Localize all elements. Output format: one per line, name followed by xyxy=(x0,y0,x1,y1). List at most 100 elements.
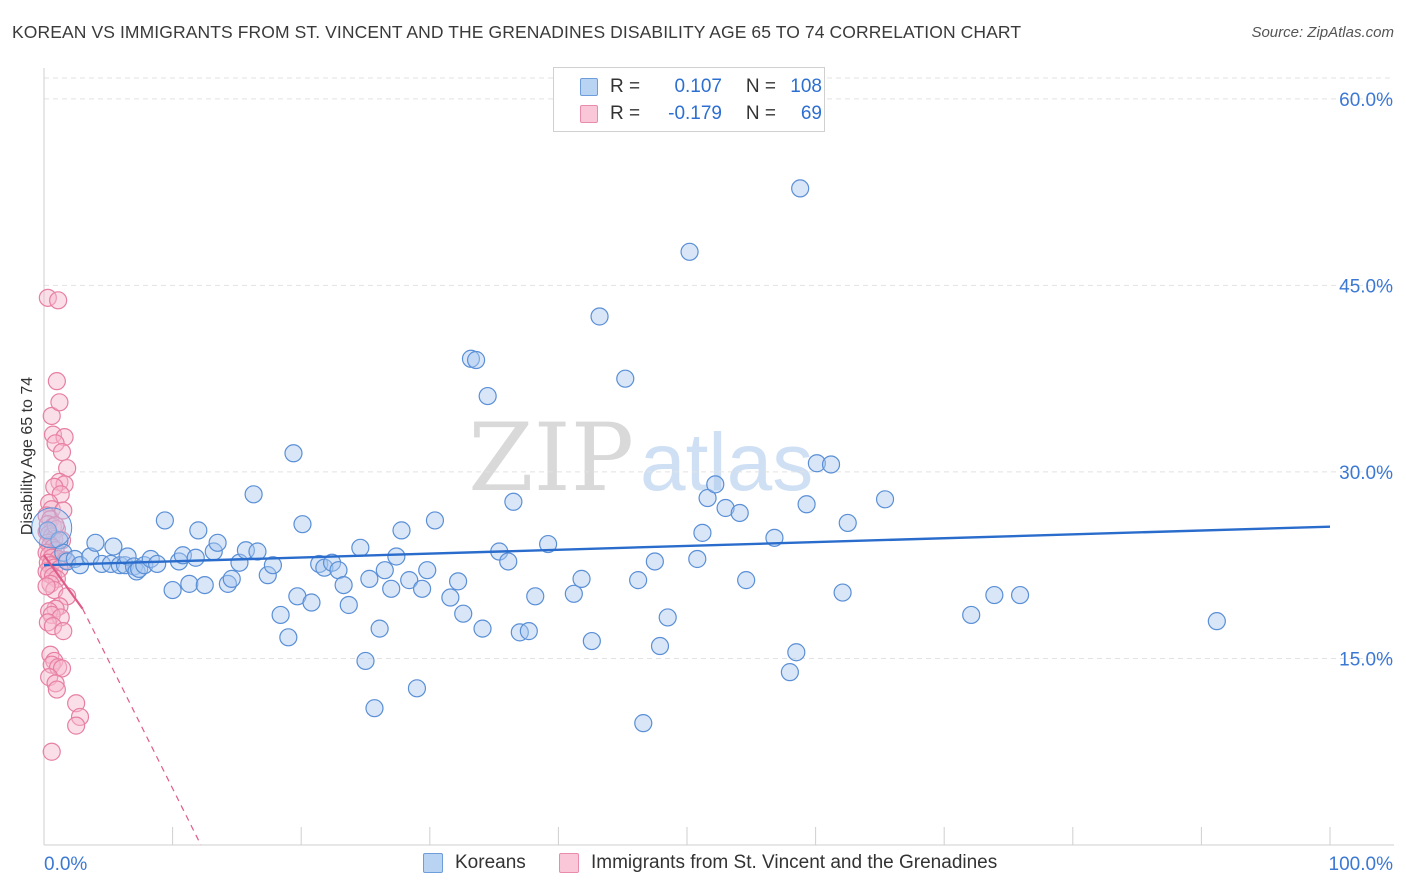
koreans-point xyxy=(658,608,677,627)
bottom-legend-label-immigrants: Immigrants from St. Vincent and the Gren… xyxy=(591,852,998,873)
koreans-point xyxy=(222,569,241,588)
koreans-point xyxy=(730,503,749,523)
koreans-point xyxy=(334,575,353,595)
legend-swatch-immigrants xyxy=(580,105,598,123)
koreans-point xyxy=(499,552,518,571)
bottom-legend: Koreans Immigrants from St. Vincent and … xyxy=(0,852,1406,878)
koreans-point xyxy=(473,619,492,638)
gridlines xyxy=(44,77,1394,659)
koreans-point xyxy=(838,513,857,533)
immigrants-point xyxy=(46,674,65,693)
koreans-point xyxy=(180,574,199,593)
koreans-point xyxy=(962,605,981,625)
koreans-point xyxy=(244,485,263,504)
immigrants-point xyxy=(47,680,66,699)
koreans-point xyxy=(271,605,290,625)
bottom-legend-immigrants: Immigrants from St. Vincent and the Gren… xyxy=(559,852,997,874)
koreans-point xyxy=(787,643,806,662)
koreans-point xyxy=(425,511,445,530)
koreans-point xyxy=(698,488,717,508)
immigrants-trendline xyxy=(43,554,84,610)
tick-labels: 15.0% 30.0% 45.0% 60.0% 0.0% 100.0% xyxy=(44,90,1393,875)
koreans-point xyxy=(797,495,816,514)
koreans-point xyxy=(716,498,735,518)
immigrants-point xyxy=(67,694,86,713)
immigrants-point xyxy=(54,622,73,641)
koreans-point xyxy=(407,679,427,698)
koreans-point xyxy=(1207,612,1226,631)
bottom-legend-koreans: Koreans xyxy=(423,852,526,874)
koreans-point xyxy=(645,552,664,571)
koreans-point xyxy=(807,454,826,473)
bottom-legend-swatch-immigrants xyxy=(559,853,579,873)
koreans-point xyxy=(539,534,558,554)
koreans-point xyxy=(387,547,406,566)
chart-title: KOREAN VS IMMIGRANTS FROM ST. VINCENT AN… xyxy=(12,22,1022,42)
koreans-point xyxy=(688,549,707,569)
koreans-point xyxy=(833,583,852,602)
legend-n-label: N = xyxy=(745,76,776,97)
source-label: Source: ZipAtlas.com xyxy=(1251,24,1394,41)
legend-swatch-koreans xyxy=(580,78,598,96)
koreans-point xyxy=(370,619,389,638)
koreans-point xyxy=(1010,585,1030,605)
koreans-point xyxy=(356,651,375,671)
koreans-trendline xyxy=(43,525,1331,567)
koreans-point xyxy=(650,636,670,656)
y-tick-label: 15.0% xyxy=(1339,649,1393,670)
watermark-zip: ZIP xyxy=(468,404,634,513)
immigrants-point xyxy=(49,291,68,310)
legend-r-value: 0.107 xyxy=(674,76,722,97)
koreans-point xyxy=(526,587,545,606)
koreans-point xyxy=(466,350,486,370)
immigrants-point xyxy=(67,716,86,735)
koreans-point xyxy=(339,595,358,615)
koreans-point xyxy=(706,475,725,494)
koreans-point xyxy=(302,593,321,612)
legend-r-label: R = xyxy=(610,103,641,124)
immigrants-point xyxy=(54,501,73,520)
immigrants-point xyxy=(43,617,63,636)
immigrants-point xyxy=(45,477,64,496)
koreans-point xyxy=(263,556,283,575)
koreans-point xyxy=(590,307,609,326)
koreans-point xyxy=(195,575,214,595)
legend-n-value: 69 xyxy=(800,103,822,124)
koreans-point xyxy=(351,538,370,557)
koreans-point xyxy=(572,569,591,588)
y-tick-label: 45.0% xyxy=(1339,276,1393,297)
y-tick-label: 30.0% xyxy=(1339,463,1393,484)
koreans-point xyxy=(360,569,379,588)
immigrants-point xyxy=(55,428,74,447)
koreans-point xyxy=(186,548,205,567)
koreans-point xyxy=(448,572,468,591)
koreans-point xyxy=(293,515,312,534)
koreans-point xyxy=(284,444,303,463)
y-axis-label: Disability Age 65 to 74 xyxy=(19,376,36,536)
koreans-point xyxy=(412,579,432,598)
koreans-point xyxy=(86,533,105,552)
immigrants-point xyxy=(52,442,72,462)
koreans-point xyxy=(322,553,342,572)
koreans-point xyxy=(365,699,384,718)
koreans-point xyxy=(382,579,401,598)
y-tick-label: 60.0% xyxy=(1339,90,1393,111)
koreans-point xyxy=(189,521,208,540)
koreans-point xyxy=(629,571,648,590)
immigrants-point xyxy=(47,372,66,391)
koreans-point xyxy=(279,628,298,647)
koreans-point xyxy=(693,523,712,542)
legend-r-label: R = xyxy=(610,76,641,97)
koreans-point xyxy=(821,455,841,474)
watermark: ZIP atlas xyxy=(468,404,813,513)
koreans-point xyxy=(634,714,653,733)
koreans-point xyxy=(118,547,137,566)
legend-n-value: 108 xyxy=(790,76,822,97)
legend-r-value: -0.179 xyxy=(668,103,722,124)
trendlines xyxy=(43,525,1331,846)
koreans-point xyxy=(875,490,895,509)
koreans-point xyxy=(504,492,523,511)
legend-row-koreans: R = 0.107 N = 108 xyxy=(554,73,822,101)
x-tick-label-start: 0.0% xyxy=(44,854,87,875)
